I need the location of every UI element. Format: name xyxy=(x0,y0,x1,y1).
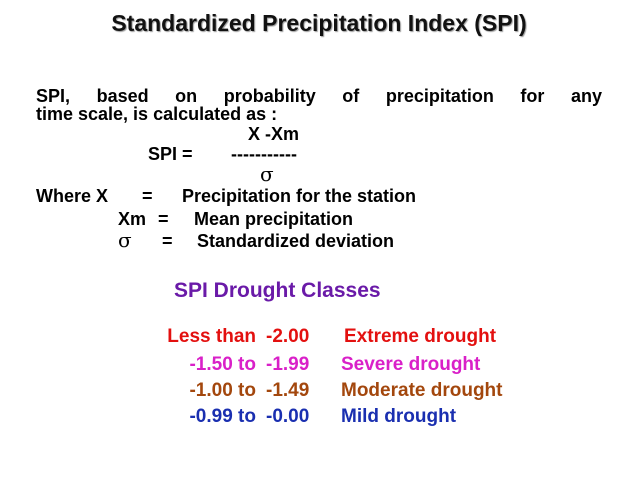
class-range-from: -1.00 to xyxy=(189,380,256,401)
definition-sigma-meaning: Standardized deviation xyxy=(197,231,395,251)
class-range-to: -1.99 xyxy=(266,354,310,375)
class-range-from: -0.99 to xyxy=(189,406,256,427)
class-label-severe: Severe drought xyxy=(341,354,481,375)
class-range-to: -2.00 xyxy=(266,326,310,347)
slide-title: Standardized Precipitation Index (SPI) xyxy=(111,10,527,36)
definition-x-symbol: Where X xyxy=(36,186,109,206)
definition-x-equals: = xyxy=(142,186,153,206)
intro-line-2: time scale, is calculated as : xyxy=(36,104,278,124)
class-label-extreme: Extreme drought xyxy=(344,326,497,347)
formula-lhs: SPI = xyxy=(148,144,193,164)
formula-sigma-denominator: σ xyxy=(260,162,274,186)
formula-numerator: X -Xm xyxy=(248,124,300,144)
class-range-from: -1.50 to xyxy=(189,354,256,375)
formula-fraction-bar: ----------- xyxy=(231,144,297,164)
intro-line-1: SPI, based on probability of precipitati… xyxy=(36,86,602,106)
definition-x-meaning: Precipitation for the station xyxy=(182,186,417,206)
definition-xm-equals: = xyxy=(158,209,169,229)
class-range-to: -0.00 xyxy=(266,406,310,427)
definition-sigma-equals: = xyxy=(162,231,173,251)
definition-xm-symbol: Xm xyxy=(118,209,147,229)
class-label-mild: Mild drought xyxy=(341,406,457,427)
drought-classes-heading: SPI Drought Classes xyxy=(174,279,381,302)
definition-xm-meaning: Mean precipitation xyxy=(194,209,354,229)
class-label-moderate: Moderate drought xyxy=(341,380,503,401)
definition-sigma-symbol: σ xyxy=(118,228,132,252)
class-range-to: -1.49 xyxy=(266,380,310,401)
class-range-from: Less than xyxy=(167,326,256,347)
